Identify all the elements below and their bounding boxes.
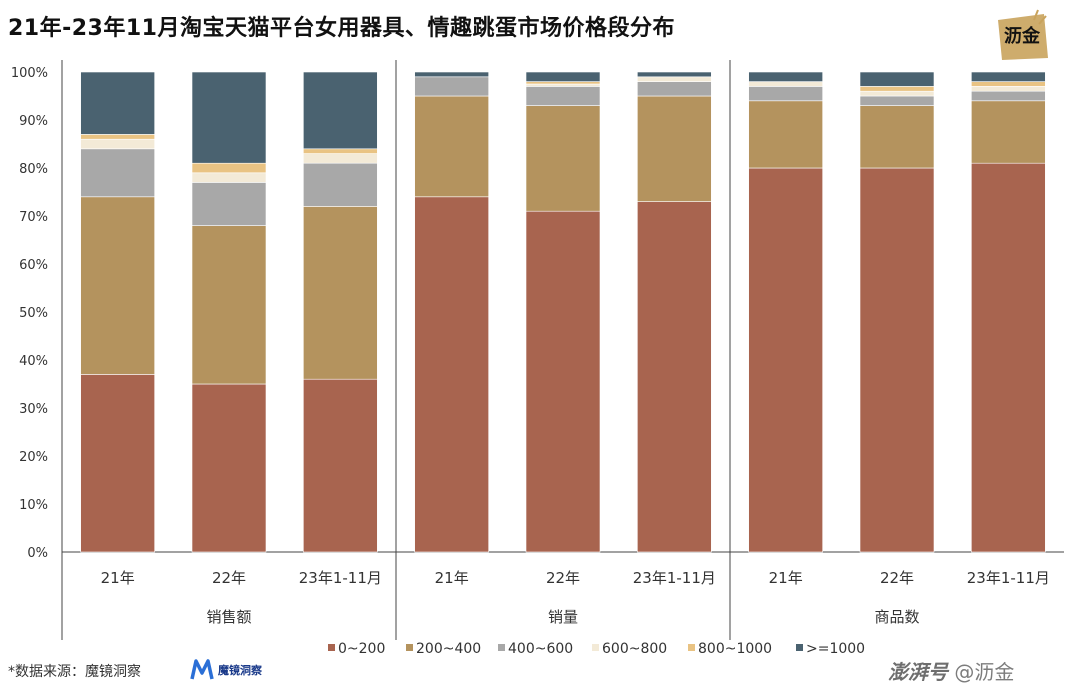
bar-segment	[859, 71, 935, 87]
bar-segment	[80, 134, 155, 140]
legend-swatch	[688, 644, 695, 651]
x-category-label: 23年1-11月	[633, 569, 716, 587]
bar-segment	[859, 95, 935, 106]
bar-segment	[748, 71, 823, 82]
bar-segment	[525, 71, 601, 82]
logo-text: 沥金	[1004, 25, 1041, 47]
bar-segment	[748, 81, 823, 87]
legend-label: >=1000	[806, 641, 865, 657]
bar-segment	[191, 182, 267, 226]
x-category-label: 22年	[212, 569, 246, 587]
bar-segment	[191, 383, 267, 553]
bar-segment	[303, 153, 378, 164]
legend-swatch	[328, 644, 335, 651]
bar-segment	[637, 81, 712, 97]
bar-segment	[303, 378, 378, 553]
x-group-label: 销售额	[206, 608, 251, 626]
lijin-logo: 沥金	[998, 9, 1048, 60]
bar-segment	[191, 71, 267, 164]
bar-segment	[303, 162, 378, 207]
bar-segment	[637, 201, 712, 553]
x-category-label: 23年1-11月	[299, 569, 382, 587]
y-tick-label: 10%	[19, 498, 48, 513]
bar-segment	[80, 71, 155, 135]
legend-swatch	[592, 644, 599, 651]
bar-segment	[859, 167, 935, 553]
x-category-label: 21年	[101, 569, 135, 587]
source-logo-text: 魔镜洞察	[218, 664, 262, 677]
legend-swatch	[498, 644, 505, 651]
watermark: 澎湃号 @沥金	[888, 656, 1014, 685]
bar-segment	[80, 148, 155, 198]
bar-segment	[414, 196, 489, 553]
y-tick-label: 40%	[19, 354, 48, 369]
legend-swatch	[796, 644, 803, 651]
y-tick-label: 90%	[19, 114, 48, 129]
legend-swatch	[406, 644, 413, 651]
bar-segment	[80, 196, 155, 375]
bar-segment	[525, 81, 601, 85]
bar-segment	[637, 95, 712, 202]
bar-segment	[303, 206, 378, 380]
x-category-label: 21年	[435, 569, 469, 587]
bar-segment	[80, 138, 155, 150]
bar-segment	[971, 81, 1046, 87]
legend-label: 800~1000	[698, 641, 772, 657]
bar-segment	[303, 71, 378, 150]
y-tick-label: 20%	[19, 450, 48, 465]
legend-label: 400~600	[508, 641, 573, 657]
x-category-label: 22年	[880, 569, 914, 587]
x-group-label: 销量	[548, 608, 578, 626]
bar-segment	[80, 374, 155, 553]
bar-segment	[859, 90, 935, 97]
bar-segment	[525, 86, 601, 106]
bar-segment	[525, 105, 601, 212]
bar-segment	[971, 100, 1046, 164]
bar-segment	[191, 225, 267, 385]
bar-segment	[637, 76, 712, 82]
bar-segment	[303, 148, 378, 154]
source-note: *数据来源：魔镜洞察	[8, 664, 141, 680]
x-group-label: 商品数	[874, 608, 919, 626]
watermark-brand: 澎湃号	[888, 660, 948, 684]
bar-segment	[414, 95, 489, 198]
watermark-author: @沥金	[954, 660, 1015, 684]
y-tick-label: 60%	[19, 258, 48, 273]
x-category-label: 22年	[546, 569, 580, 587]
bar-segment	[971, 162, 1046, 553]
bar-segment	[414, 76, 489, 97]
y-tick-label: 50%	[19, 306, 48, 321]
source-logo: 魔镜洞察	[190, 658, 262, 682]
y-tick-label: 70%	[19, 210, 48, 225]
bar-segment	[859, 86, 935, 92]
bar-segment	[748, 167, 823, 553]
bar-segment	[971, 90, 1046, 102]
mojing-logo-icon	[190, 659, 214, 680]
x-category-label: 21年	[769, 569, 803, 587]
legend-label: 200~400	[416, 641, 481, 657]
legend-label: 0~200	[338, 641, 385, 657]
bar-segment	[637, 71, 712, 78]
y-tick-label: 0%	[27, 546, 48, 561]
bar-segment	[525, 210, 601, 553]
y-tick-label: 30%	[19, 402, 48, 417]
bar-segment	[414, 71, 489, 78]
bar-segment	[971, 71, 1046, 82]
legend-label: 600~800	[602, 641, 667, 657]
bar-segment	[191, 172, 267, 183]
bar-segment	[971, 86, 1046, 92]
bar-segment	[191, 162, 267, 174]
bar-segment	[748, 100, 823, 169]
y-tick-label: 100%	[11, 66, 48, 81]
x-category-label: 23年1-11月	[967, 569, 1050, 587]
y-tick-label: 80%	[19, 162, 48, 177]
bar-segment	[748, 86, 823, 102]
bar-segment	[525, 83, 601, 87]
chart-title: 21年-23年11月淘宝天猫平台女用器具、情趣跳蛋市场价格段分布	[8, 16, 675, 41]
bar-segment	[859, 105, 935, 169]
